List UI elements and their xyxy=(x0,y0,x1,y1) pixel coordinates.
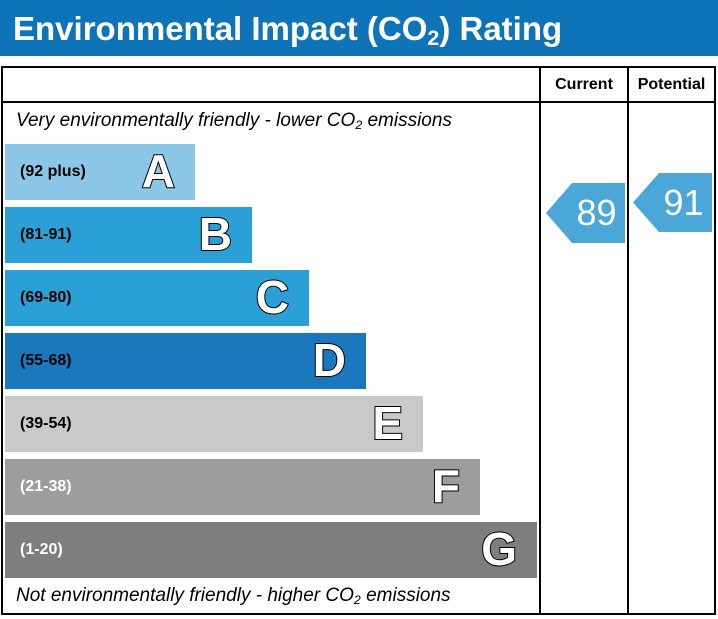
band-a-letter: A xyxy=(141,145,176,198)
band-e-letter: E xyxy=(371,397,404,450)
band-c-letter: C xyxy=(255,271,290,324)
bottom-note-text: Not environmentally friendly - higher CO xyxy=(16,585,354,606)
top-note-subscript: 2 xyxy=(355,118,363,133)
band-b-range-label: (81-91) xyxy=(20,226,72,243)
band-e-range-label: (39-54) xyxy=(20,415,72,432)
top-note-suffix: emissions xyxy=(362,110,452,131)
bottom-note-suffix: emissions xyxy=(360,585,451,606)
potential-column-header: Potential xyxy=(637,76,706,93)
band-g-letter: G xyxy=(480,523,518,576)
page-title: Environmental Impact (CO2) Rating xyxy=(13,0,562,56)
current-column-divider xyxy=(539,68,541,613)
page-title-suffix: ) Rating xyxy=(439,10,563,47)
band-c-range-label: (69-80) xyxy=(20,289,72,306)
page-title-subscript: 2 xyxy=(427,25,440,50)
top-note: Very environmentally friendly - lower CO… xyxy=(16,110,452,132)
potential-rating-arrow: 91 xyxy=(633,173,712,232)
potential-column-divider xyxy=(627,68,629,613)
header-divider xyxy=(3,101,714,103)
potential-rating-value: 91 xyxy=(663,181,704,223)
band-a-range-label: (92 plus) xyxy=(20,163,86,180)
title-bar: Environmental Impact (CO2) Rating xyxy=(0,0,718,56)
current-column-header: Current xyxy=(555,76,613,93)
band-c: (69-80) C xyxy=(5,270,309,326)
band-d-range-label: (55-68) xyxy=(20,352,72,369)
bottom-note-subscript: 2 xyxy=(353,593,361,608)
band-d-letter: D xyxy=(312,334,347,387)
band-b: (81-91) B xyxy=(5,207,252,263)
band-a: (92 plus) A xyxy=(5,144,195,200)
page-title-text: Environmental Impact (CO xyxy=(13,10,428,47)
band-g-range-label: (1-20) xyxy=(20,541,63,558)
top-note-text: Very environmentally friendly - lower CO xyxy=(16,110,356,131)
rating-table: Current Potential Very environmentally f… xyxy=(1,66,716,615)
band-f-letter: F xyxy=(431,460,461,513)
band-f-range-label: (21-38) xyxy=(20,478,72,495)
band-f: (21-38) F xyxy=(5,459,480,515)
band-g: (1-20) G xyxy=(5,522,537,578)
bottom-note: Not environmentally friendly - higher CO… xyxy=(16,585,451,607)
current-rating-value: 89 xyxy=(576,192,617,233)
band-b-letter: B xyxy=(198,208,233,261)
band-e: (39-54) E xyxy=(5,396,423,452)
band-d: (55-68) D xyxy=(5,333,366,389)
current-rating-arrow: 89 xyxy=(546,183,625,243)
